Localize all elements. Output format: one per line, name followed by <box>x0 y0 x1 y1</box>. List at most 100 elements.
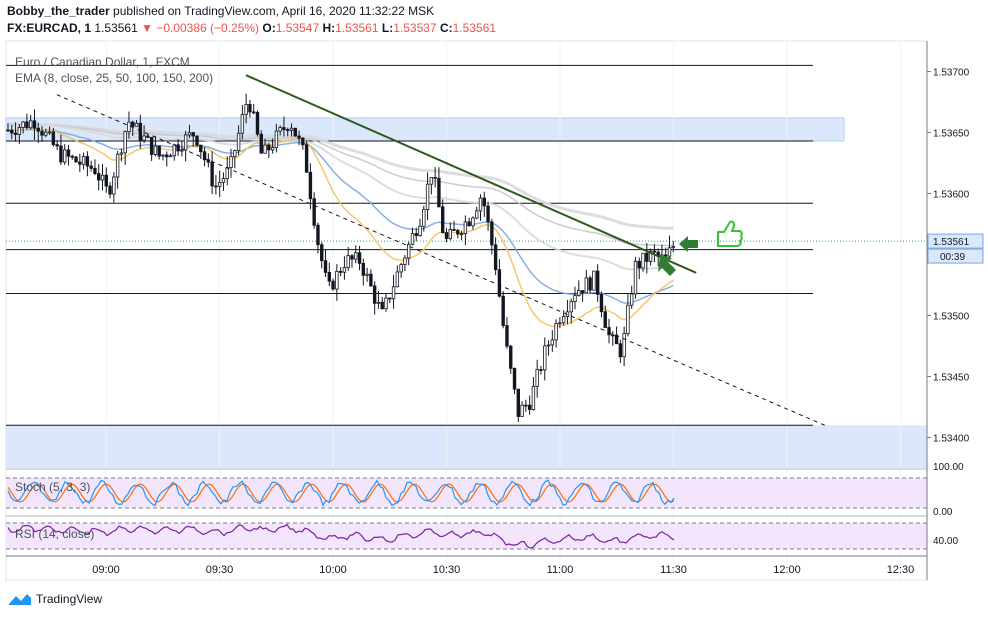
candle-body <box>168 155 173 158</box>
candle-body <box>626 304 630 335</box>
candle-body <box>550 339 555 346</box>
candle-body <box>331 280 335 290</box>
candle-body <box>202 151 207 161</box>
chart-title: Euro / Canadian Dollar, 1, FXCM <box>15 55 190 69</box>
candle-body <box>501 295 505 326</box>
candle-body <box>641 252 645 269</box>
candle-body <box>248 104 252 113</box>
candle-body <box>354 252 358 260</box>
low-label: L: <box>381 21 394 35</box>
candle-body <box>361 263 366 276</box>
time-tick-label: 12:30 <box>887 564 915 576</box>
candle-body <box>448 229 452 240</box>
price-change: ▼ −0.00386 (−0.25%) <box>141 21 260 35</box>
candle-body <box>259 133 263 154</box>
candle-body <box>516 388 520 417</box>
candle-body <box>422 209 426 227</box>
candle-body <box>584 277 589 294</box>
candle-body <box>667 247 672 257</box>
countdown-label: 00:39 <box>940 252 965 263</box>
candle-body <box>561 316 566 324</box>
candle-body <box>119 152 124 155</box>
candle-body <box>505 325 509 347</box>
candle-body <box>17 127 22 135</box>
stoch-d-line <box>7 483 675 503</box>
candle-body <box>63 149 67 163</box>
candle-body <box>406 243 411 259</box>
candle-body <box>301 137 305 146</box>
high-value: 1.53561 <box>335 21 379 35</box>
candle-body <box>614 334 619 345</box>
candle-body <box>527 404 532 410</box>
candle-body <box>486 205 490 223</box>
candle-body <box>127 121 131 133</box>
candle-body <box>10 129 14 134</box>
candle-body <box>395 271 400 288</box>
candle-body <box>463 221 468 235</box>
candle-body <box>524 404 528 407</box>
candle-body <box>414 233 418 237</box>
candle-body <box>21 121 25 128</box>
candle-body <box>425 183 430 210</box>
stoch-band <box>6 478 927 508</box>
candle-body <box>282 127 286 131</box>
candle-body <box>509 345 513 369</box>
candle-body <box>535 369 539 387</box>
candle-body <box>338 270 343 273</box>
candle-body <box>74 156 78 163</box>
candle-body <box>664 254 668 257</box>
trendline-dashed <box>56 94 826 426</box>
time-tick-label: 11:30 <box>660 564 687 576</box>
candle-body <box>289 127 294 131</box>
candle-body <box>81 156 86 165</box>
candle-body <box>115 153 120 178</box>
candle-body <box>320 244 324 262</box>
candle-body <box>240 114 245 134</box>
candle-body <box>471 217 475 227</box>
candle-body <box>214 185 218 188</box>
candle-body <box>365 273 369 276</box>
rsi-band <box>6 523 927 549</box>
candle-body <box>25 121 29 129</box>
candle-body <box>274 130 279 149</box>
candle-body <box>512 367 517 390</box>
candle-body <box>297 135 301 139</box>
candle-body <box>47 131 52 134</box>
candle-body <box>577 290 581 296</box>
time-tick-label: 12:00 <box>773 564 801 576</box>
candle-body <box>573 295 577 302</box>
candle-body <box>59 145 63 163</box>
candle-body <box>97 173 101 181</box>
ema-line <box>7 123 674 271</box>
candle-body <box>630 293 634 306</box>
candle-body <box>493 244 498 271</box>
candle-body <box>456 229 460 235</box>
candle-body <box>157 145 161 157</box>
candle-body <box>388 297 392 300</box>
candle-body <box>233 150 237 157</box>
candle-body <box>554 323 558 341</box>
candle-body <box>440 206 445 233</box>
time-tick-label: 10:00 <box>319 564 347 576</box>
ema-legend: EMA (8, close, 25, 50, 100, 150, 200) <box>15 71 213 85</box>
candle-body <box>437 177 441 208</box>
tradingview-logo-icon <box>9 594 31 605</box>
candle-body <box>588 277 592 291</box>
author-name[interactable]: Bobby_the_trader <box>7 4 110 18</box>
price-tick-label: 1.53700 <box>933 68 970 79</box>
tradingview-brand[interactable]: TradingView <box>8 592 102 606</box>
open-label: O: <box>262 21 276 35</box>
ema-line <box>7 123 674 247</box>
time-tick-label: 09:30 <box>206 564 234 576</box>
candle-body <box>172 144 177 157</box>
candle-body <box>316 224 320 246</box>
candle-body <box>391 286 396 300</box>
time-tick-label: 10:30 <box>433 564 461 576</box>
candle-body <box>13 132 18 135</box>
candle-body <box>44 131 48 136</box>
close-label: C: <box>439 21 453 35</box>
candle-body <box>251 111 256 114</box>
candle-body <box>611 334 615 337</box>
candle-body <box>304 144 309 173</box>
